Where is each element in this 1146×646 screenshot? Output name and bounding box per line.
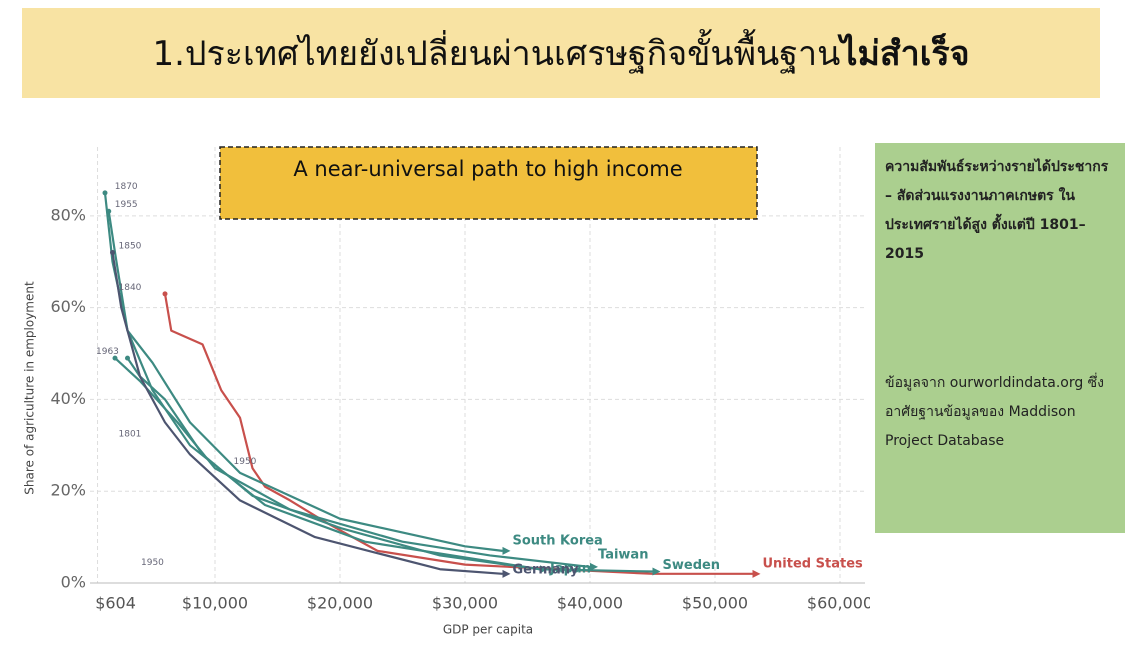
year-annotation: 1850 bbox=[119, 241, 142, 251]
x-tick-label: $30,000 bbox=[432, 594, 498, 613]
series-label: Germany bbox=[513, 562, 579, 577]
series-label: Taiwan bbox=[598, 547, 648, 562]
year-annotation: 1870 bbox=[115, 182, 138, 192]
series-label: South Korea bbox=[513, 533, 603, 548]
x-tick-label: $40,000 bbox=[557, 594, 623, 613]
x-tick-label: $604 bbox=[95, 594, 136, 613]
series-line bbox=[103, 192, 653, 573]
series-label: Sweden bbox=[663, 558, 721, 573]
series-line bbox=[111, 252, 503, 575]
arrow-head bbox=[502, 546, 511, 555]
series-line bbox=[126, 357, 541, 571]
title-emphasis: ไม่สำเร็จ bbox=[840, 34, 970, 74]
start-point bbox=[102, 190, 108, 196]
title: 1.ประเทศไทยยังเปลี่ยนผ่านเศรษฐกิจขั้นพื้… bbox=[152, 34, 841, 74]
x-tick-label: $60,000 bbox=[807, 594, 870, 613]
annotation-box-text: A near-universal path to high income bbox=[293, 157, 682, 181]
annotation-box bbox=[219, 146, 758, 220]
x-tick-label: $20,000 bbox=[307, 594, 373, 613]
year-annotation: 1801 bbox=[119, 430, 142, 440]
y-tick-label: 60% bbox=[50, 297, 86, 316]
year-annotation: 1950 bbox=[234, 457, 257, 467]
x-axis-title: GDP per capita bbox=[443, 623, 533, 637]
arrow-head bbox=[590, 562, 598, 571]
y-tick-label: 40% bbox=[50, 389, 86, 408]
y-axis-title: Share of agriculture in employment bbox=[23, 281, 37, 495]
side-note-source: ข้อมูลจาก ourworldindata.org ซึ่งอาศัยฐา… bbox=[885, 375, 1105, 449]
arrow-head bbox=[752, 569, 761, 578]
start-point bbox=[162, 291, 168, 297]
side-note-description: ความสัมพันธ์ระหว่างรายได้ประชากร – สัดส่… bbox=[885, 159, 1109, 262]
chart: A near-universal path to high income GDP… bbox=[23, 146, 870, 637]
title-banner: 1.ประเทศไทยยังเปลี่ยนผ่านเศรษฐกิจขั้นพื้… bbox=[22, 8, 1100, 98]
start-point bbox=[112, 355, 118, 361]
series-line bbox=[163, 293, 753, 575]
arrow-head bbox=[502, 569, 511, 578]
side-note: ความสัมพันธ์ระหว่างรายได้ประชากร – สัดส่… bbox=[875, 143, 1125, 533]
start-point bbox=[110, 250, 115, 256]
y-tick-label: 0% bbox=[61, 573, 86, 592]
x-tick-label: $10,000 bbox=[182, 594, 248, 613]
arrow-head bbox=[652, 567, 661, 576]
year-annotation: 1955 bbox=[115, 200, 138, 210]
year-annotation: 1963 bbox=[96, 347, 119, 357]
year-annotation: 1950 bbox=[141, 558, 164, 568]
year-annotation: 1840 bbox=[119, 283, 142, 293]
start-point bbox=[125, 355, 130, 361]
series-label: United States bbox=[763, 556, 864, 571]
y-tick-label: 20% bbox=[50, 481, 86, 500]
series-line bbox=[107, 211, 503, 552]
x-tick-label: $50,000 bbox=[682, 594, 748, 613]
y-tick-label: 80% bbox=[50, 205, 86, 224]
